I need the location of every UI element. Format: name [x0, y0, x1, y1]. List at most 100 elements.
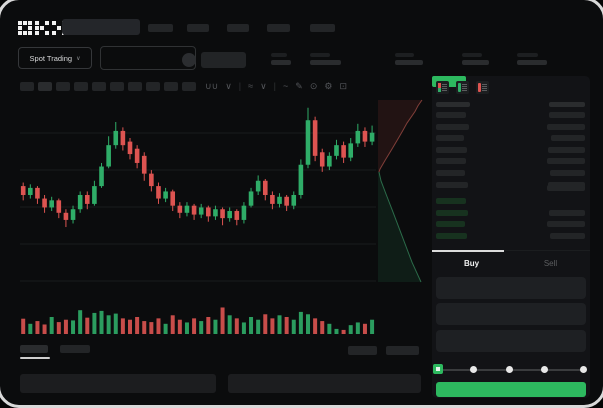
- header-nav-item[interactable]: [227, 24, 249, 32]
- volume-bar: [370, 319, 375, 334]
- volume-bar: [184, 322, 189, 334]
- header-nav-item[interactable]: [267, 24, 290, 32]
- ask-amount[interactable]: [547, 123, 585, 130]
- draw-tool-icon[interactable]: ✎: [295, 80, 303, 91]
- ask-price[interactable]: [436, 158, 466, 165]
- header-nav-item[interactable]: [187, 24, 209, 32]
- volume-bar: [341, 329, 346, 334]
- amount-input[interactable]: [436, 303, 586, 325]
- stat-label: [310, 53, 330, 57]
- fullscreen-icon[interactable]: ⊡: [339, 80, 347, 91]
- ask-amount[interactable]: [547, 158, 585, 165]
- candlestick-chart[interactable]: [20, 100, 376, 292]
- timeframe-button[interactable]: [92, 82, 106, 91]
- chevron-down-icon[interactable]: ∨: [260, 80, 267, 91]
- bid-price[interactable]: [436, 221, 465, 228]
- volume-bar: [56, 322, 61, 334]
- bottom-tab-underline: [20, 357, 50, 359]
- candle-body: [49, 200, 54, 208]
- candle-body: [213, 209, 218, 217]
- trade-tabs: Buy Sell: [432, 250, 590, 275]
- candle-body: [206, 207, 211, 217]
- ask-price[interactable]: [436, 135, 464, 142]
- volume-bar: [313, 318, 318, 334]
- price-input[interactable]: [436, 277, 586, 299]
- timeframe-button[interactable]: [128, 82, 142, 91]
- candle-body: [77, 195, 83, 210]
- depth-chart[interactable]: [378, 98, 428, 290]
- timeframe-button[interactable]: [146, 82, 160, 91]
- chevron-down-icon[interactable]: ∨: [225, 80, 232, 91]
- bid-amount[interactable]: [550, 232, 585, 239]
- candle-body: [35, 187, 40, 199]
- search-input[interactable]: [62, 19, 140, 35]
- candle-body: [305, 120, 311, 165]
- bottom-bar-control[interactable]: [348, 346, 377, 355]
- bottom-tab-active[interactable]: [20, 345, 48, 353]
- slider-stop-dot[interactable]: [470, 366, 477, 373]
- ask-price[interactable]: [436, 123, 469, 130]
- candle-body: [28, 187, 33, 195]
- header-nav-item[interactable]: [310, 24, 335, 32]
- volume-bar: [291, 319, 296, 334]
- ask-amount[interactable]: [549, 112, 585, 118]
- slider-stop-dot[interactable]: [506, 366, 513, 373]
- book-combined-icon[interactable]: [436, 81, 449, 94]
- candle-body: [284, 196, 289, 206]
- timeframe-button[interactable]: [74, 82, 88, 91]
- chart-tools: ∪∪ ∨ | ≈ ∨ | ~ ✎ ⊙ ⚙ ⊡: [205, 80, 347, 92]
- ask-price[interactable]: [436, 170, 465, 176]
- chart-style-icon[interactable]: ≈: [248, 81, 254, 91]
- timeframe-button[interactable]: [38, 82, 52, 91]
- bids-depth-line: [378, 171, 422, 283]
- header-nav-item[interactable]: [148, 24, 173, 32]
- stat-label: [271, 53, 287, 57]
- bid-price[interactable]: [436, 198, 466, 204]
- action-button[interactable]: [201, 52, 246, 68]
- slider-stop-dot[interactable]: [541, 366, 548, 373]
- bid-amount[interactable]: [549, 209, 585, 216]
- bid-price[interactable]: [436, 232, 467, 239]
- candle-body: [198, 207, 204, 215]
- candle-body: [312, 120, 318, 156]
- tab-buy[interactable]: Buy: [432, 251, 511, 275]
- account-avatar[interactable]: [182, 53, 196, 67]
- ask-price[interactable]: [436, 181, 468, 188]
- divider: |: [273, 81, 277, 91]
- bottom-tab[interactable]: [60, 345, 90, 353]
- bottom-bar-control[interactable]: [386, 346, 419, 355]
- last-price-badge[interactable]: [432, 76, 466, 87]
- chart-settings-icon[interactable]: ⚙: [324, 80, 333, 91]
- line-tool-icon[interactable]: ~: [283, 81, 289, 91]
- ask-amount[interactable]: [548, 146, 585, 153]
- ask-price[interactable]: [436, 146, 467, 153]
- ask-amount[interactable]: [550, 170, 585, 176]
- buy-submit-button[interactable]: [436, 382, 586, 397]
- volume-bar: [170, 315, 175, 334]
- ask-amount[interactable]: [551, 135, 585, 142]
- timeframe-button[interactable]: [20, 82, 34, 91]
- bid-amount[interactable]: [547, 221, 585, 228]
- book-bids-icon[interactable]: [456, 81, 469, 94]
- volume-bar: [241, 322, 246, 334]
- timeframe-button[interactable]: [56, 82, 70, 91]
- timeframe-button[interactable]: [110, 82, 124, 91]
- candle-body: [277, 196, 282, 204]
- market-type-dropdown[interactable]: Spot Trading ∨: [18, 47, 92, 69]
- timeframe-button[interactable]: [182, 82, 196, 91]
- timeframe-button[interactable]: [164, 82, 178, 91]
- ask-price[interactable]: [436, 112, 466, 118]
- divider: |: [238, 81, 242, 91]
- bid-price[interactable]: [436, 209, 468, 216]
- slider-stop-dot[interactable]: [580, 366, 587, 373]
- stat-value: [395, 60, 423, 65]
- slider-handle[interactable]: [433, 364, 443, 374]
- total-input[interactable]: [436, 330, 586, 352]
- book-asks-icon[interactable]: [476, 81, 489, 94]
- ask-amount[interactable]: [548, 181, 585, 188]
- screenshot-icon[interactable]: ⊙: [309, 80, 318, 91]
- volume-bar: [213, 319, 218, 334]
- indicators-icon[interactable]: ∪∪: [205, 80, 219, 91]
- volume-bar: [85, 317, 90, 334]
- tab-sell[interactable]: Sell: [511, 251, 590, 275]
